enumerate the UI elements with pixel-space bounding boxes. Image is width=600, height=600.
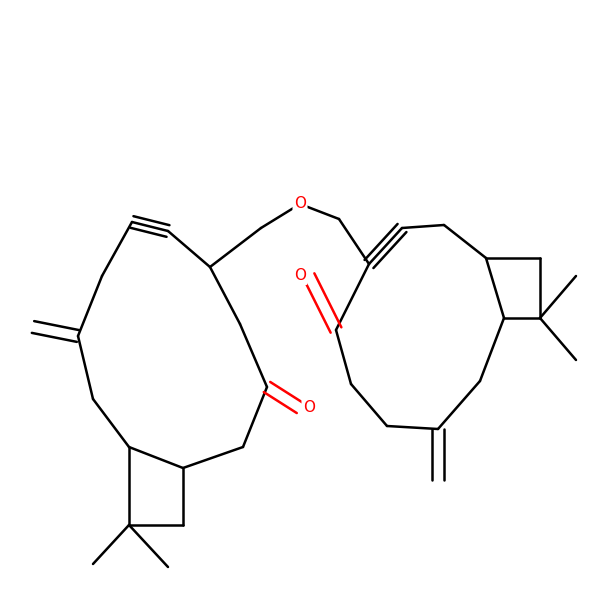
Text: O: O [294, 269, 306, 283]
Text: O: O [303, 401, 315, 415]
Text: O: O [294, 196, 306, 211]
